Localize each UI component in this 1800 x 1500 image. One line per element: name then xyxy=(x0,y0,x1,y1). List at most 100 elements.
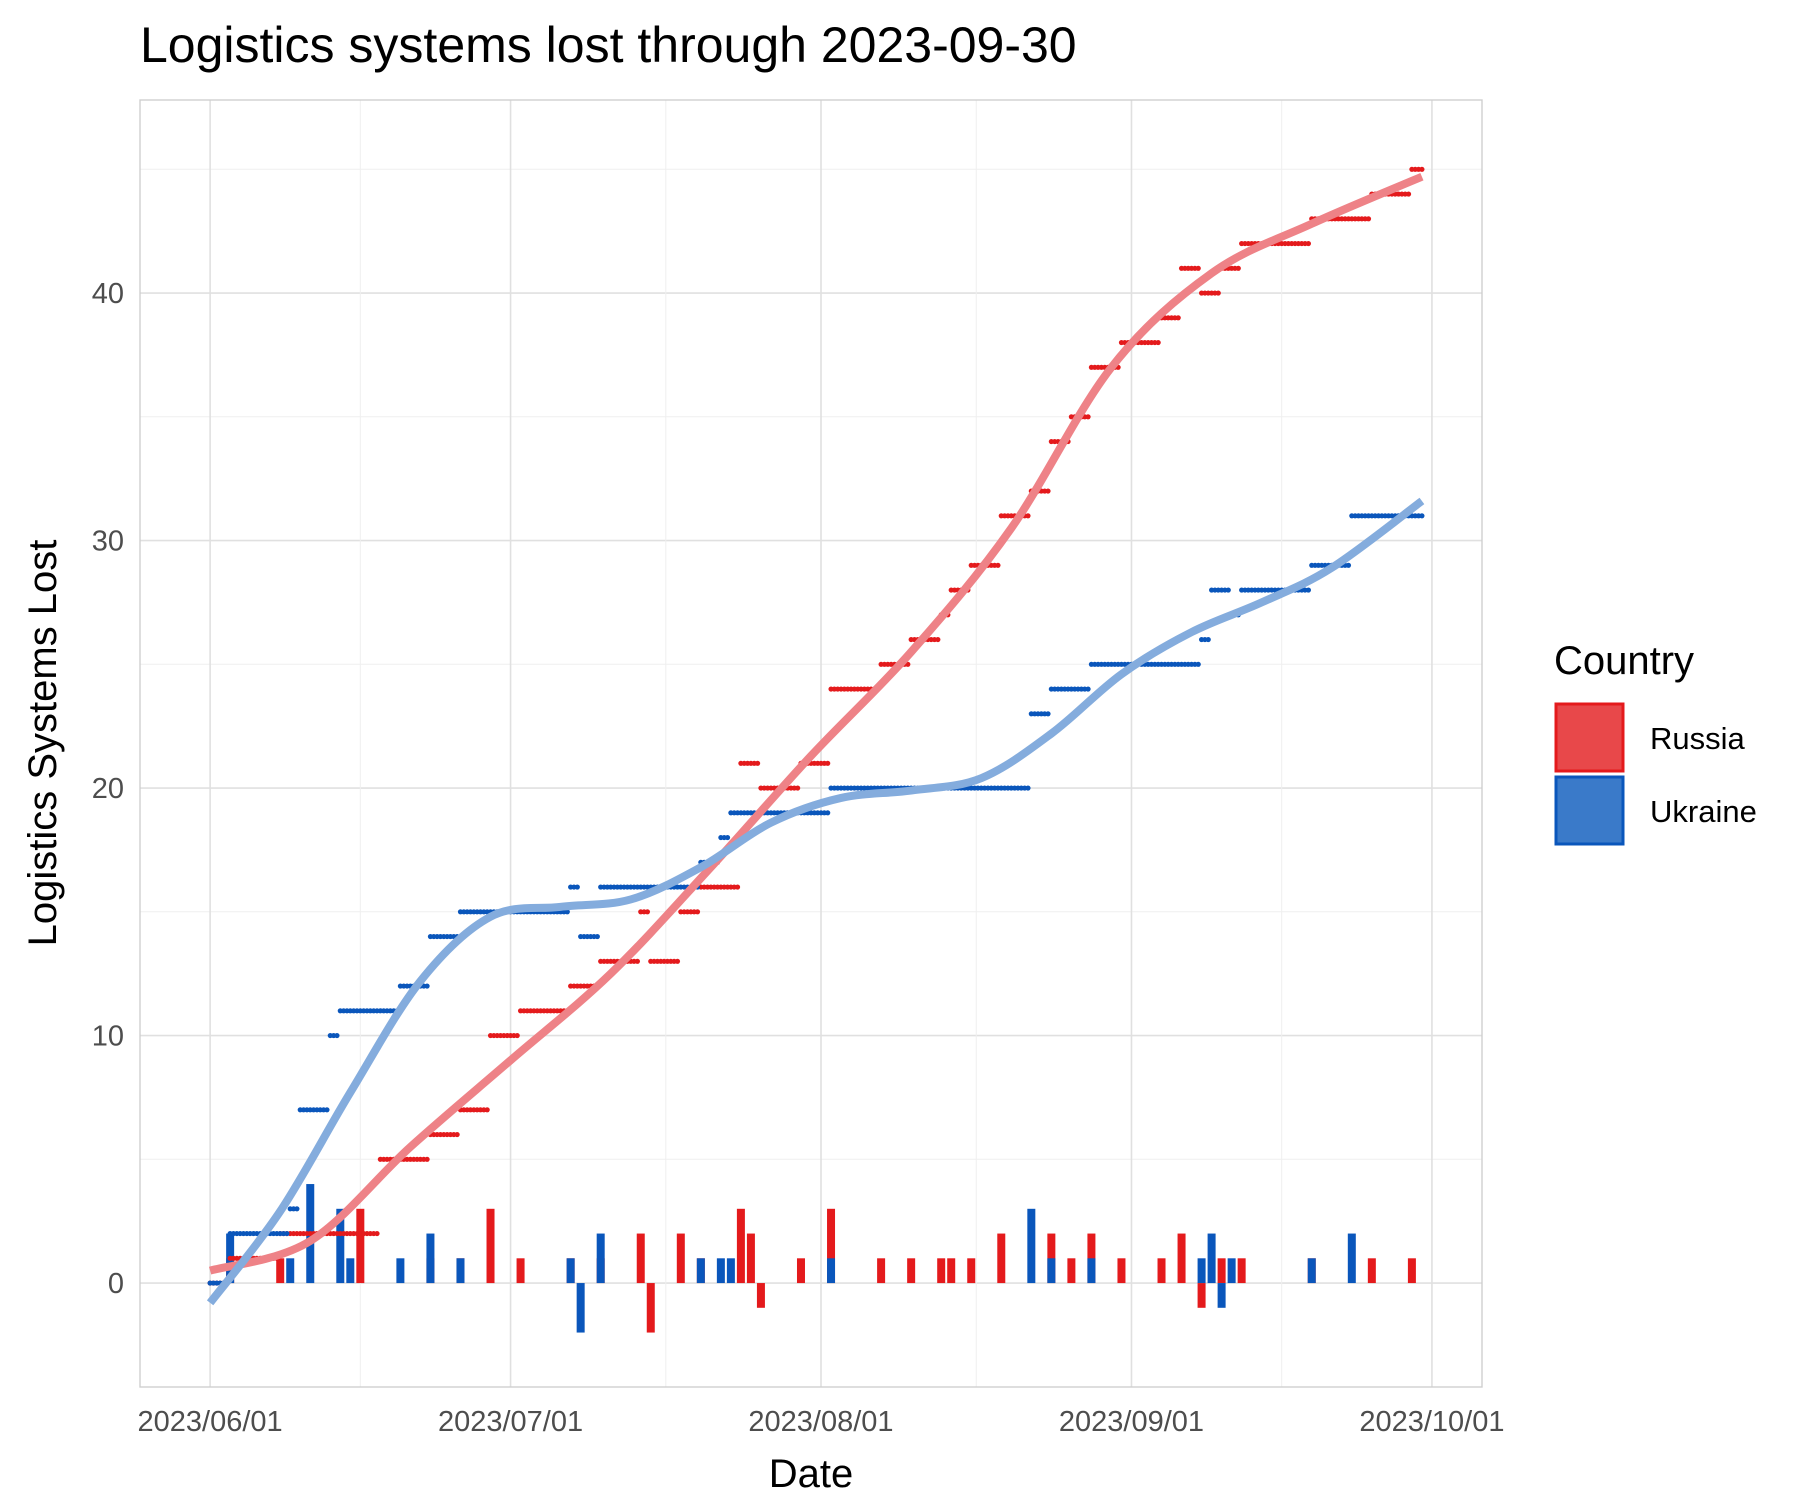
cumulative-dot-ukraine xyxy=(324,1107,330,1113)
cumulative-dot-russia xyxy=(634,958,641,964)
daily-bar-ukraine xyxy=(1027,1208,1036,1284)
daily-bar-russia xyxy=(1117,1258,1126,1284)
daily-bar-russia xyxy=(1217,1258,1226,1284)
cumulative-dot-russia xyxy=(795,785,801,791)
cumulative-dot-ukraine xyxy=(825,810,831,816)
cumulative-dot-ukraine xyxy=(294,1206,300,1212)
cumulative-dot-ukraine xyxy=(424,983,430,989)
x-axis-title: Date xyxy=(769,1452,854,1496)
daily-bar-ukraine xyxy=(1207,1233,1216,1284)
daily-bar-ukraine xyxy=(596,1233,605,1284)
cumulative-dot-russia xyxy=(644,909,651,915)
x-tick-label: 2023/08/01 xyxy=(748,1406,893,1438)
cumulative-dot-ukraine xyxy=(284,1230,290,1237)
x-tick-label: 2023/09/01 xyxy=(1059,1406,1204,1438)
daily-bar-russia xyxy=(276,1258,285,1284)
daily-bar-russia xyxy=(636,1233,645,1284)
cumulative-dot-russia xyxy=(1405,191,1412,197)
cumulative-dot-russia xyxy=(1085,414,1091,420)
trend-line-russia xyxy=(208,173,1424,1275)
legend-items: Russia Ukraine xyxy=(1554,702,1757,846)
cumulative-dot-russia xyxy=(484,1107,490,1113)
daily-bar-russia xyxy=(997,1233,1006,1284)
daily-bar-ukraine xyxy=(286,1258,295,1284)
daily-bar-russia xyxy=(486,1208,495,1284)
daily-bar-russia xyxy=(516,1258,525,1284)
daily-bar-russia xyxy=(1407,1258,1416,1284)
cumulative-dot-russia xyxy=(995,562,1001,568)
cumulative-dot-russia xyxy=(1045,488,1051,494)
daily-bars xyxy=(226,1184,1416,1333)
daily-bar-russia xyxy=(746,1233,755,1284)
cumulative-dot-russia xyxy=(1419,166,1425,172)
daily-bar-ukraine xyxy=(426,1233,435,1284)
y-tick-label: 30 xyxy=(92,526,124,558)
daily-bar-russia xyxy=(356,1208,365,1284)
daily-bar-russia xyxy=(937,1258,946,1284)
daily-bar-russia xyxy=(676,1233,685,1284)
cumulative-dot-russia xyxy=(1155,339,1161,346)
grid-layer xyxy=(140,100,1482,1387)
chart-title: Logistics systems lost through 2023-09-3… xyxy=(140,17,1077,73)
cumulative-dot-russia xyxy=(1175,315,1181,321)
cumulative-dots xyxy=(207,166,1425,1286)
panel-border xyxy=(139,99,1483,1388)
cumulative-dot-russia xyxy=(514,1032,520,1039)
daily-bar-russia xyxy=(1197,1283,1206,1308)
daily-bar-russia xyxy=(796,1258,805,1284)
daily-bar-ukraine xyxy=(566,1258,575,1284)
cumulative-dot-russia xyxy=(1235,265,1241,271)
daily-bar-russia xyxy=(736,1208,745,1284)
cumulative-dot-russia xyxy=(1305,240,1312,247)
cumulative-dot-russia xyxy=(754,760,761,766)
daily-bar-russia xyxy=(1367,1258,1376,1284)
legend-swatch-ukraine xyxy=(1554,775,1625,846)
cumulative-dot-ukraine xyxy=(1025,785,1031,791)
daily-bar-ukraine xyxy=(726,1258,735,1284)
y-tick-label: 20 xyxy=(92,773,124,805)
daily-bar-russia xyxy=(646,1283,655,1333)
cumulative-dot-ukraine xyxy=(1045,711,1051,717)
daily-bar-russia xyxy=(947,1258,956,1284)
daily-bar-ukraine xyxy=(576,1283,585,1333)
cumulative-dot-russia xyxy=(374,1230,380,1237)
y-tick-label: 10 xyxy=(92,1021,124,1053)
y-axis-title: Logistics Systems Lost xyxy=(21,540,65,947)
cumulative-dot-russia xyxy=(825,760,831,766)
daily-bar-ukraine xyxy=(336,1208,345,1284)
y-tick-label: 0 xyxy=(108,1268,124,1300)
daily-bar-ukraine xyxy=(1347,1233,1356,1284)
daily-bar-russia xyxy=(1157,1258,1166,1284)
daily-bar-ukraine xyxy=(1197,1258,1206,1284)
daily-bar-ukraine xyxy=(1227,1258,1236,1284)
cumulative-dot-ukraine xyxy=(1205,636,1211,643)
axis-labels: 2023/06/01 2023/07/01 2023/08/01 2023/09/01… xyxy=(92,278,1505,1438)
cumulative-dot-ukraine xyxy=(594,933,600,940)
x-tick-label: 2023/07/01 xyxy=(438,1406,583,1438)
cumulative-dot-russia xyxy=(935,636,941,643)
cumulative-dot-russia xyxy=(1025,513,1031,519)
legend: Country Russia Ukraine xyxy=(1554,639,1757,846)
cumulative-dot-russia xyxy=(694,909,701,915)
x-tick-label: 2023/10/01 xyxy=(1359,1406,1504,1438)
daily-bar-ukraine xyxy=(696,1258,705,1284)
daily-bar-russia xyxy=(756,1283,765,1308)
cumulative-dot-russia xyxy=(1215,290,1221,296)
cumulative-dot-ukraine xyxy=(334,1032,340,1039)
daily-bar-ukraine xyxy=(1087,1258,1096,1284)
legend-label-russia: Russia xyxy=(1650,721,1746,756)
y-tick-label: 40 xyxy=(92,278,124,310)
daily-bar-russia xyxy=(1237,1258,1246,1284)
daily-bar-russia xyxy=(1067,1258,1076,1284)
cumulative-dot-ukraine xyxy=(1195,661,1201,667)
daily-bar-russia xyxy=(877,1258,886,1284)
daily-bar-ukraine xyxy=(1217,1283,1226,1308)
daily-bar-russia xyxy=(967,1258,976,1284)
daily-bar-russia xyxy=(1177,1233,1186,1284)
cumulative-dot-russia xyxy=(424,1156,430,1162)
legend-label-ukraine: Ukraine xyxy=(1650,794,1757,829)
cumulative-dot-ukraine xyxy=(564,909,570,915)
daily-bar-ukraine xyxy=(346,1258,355,1284)
